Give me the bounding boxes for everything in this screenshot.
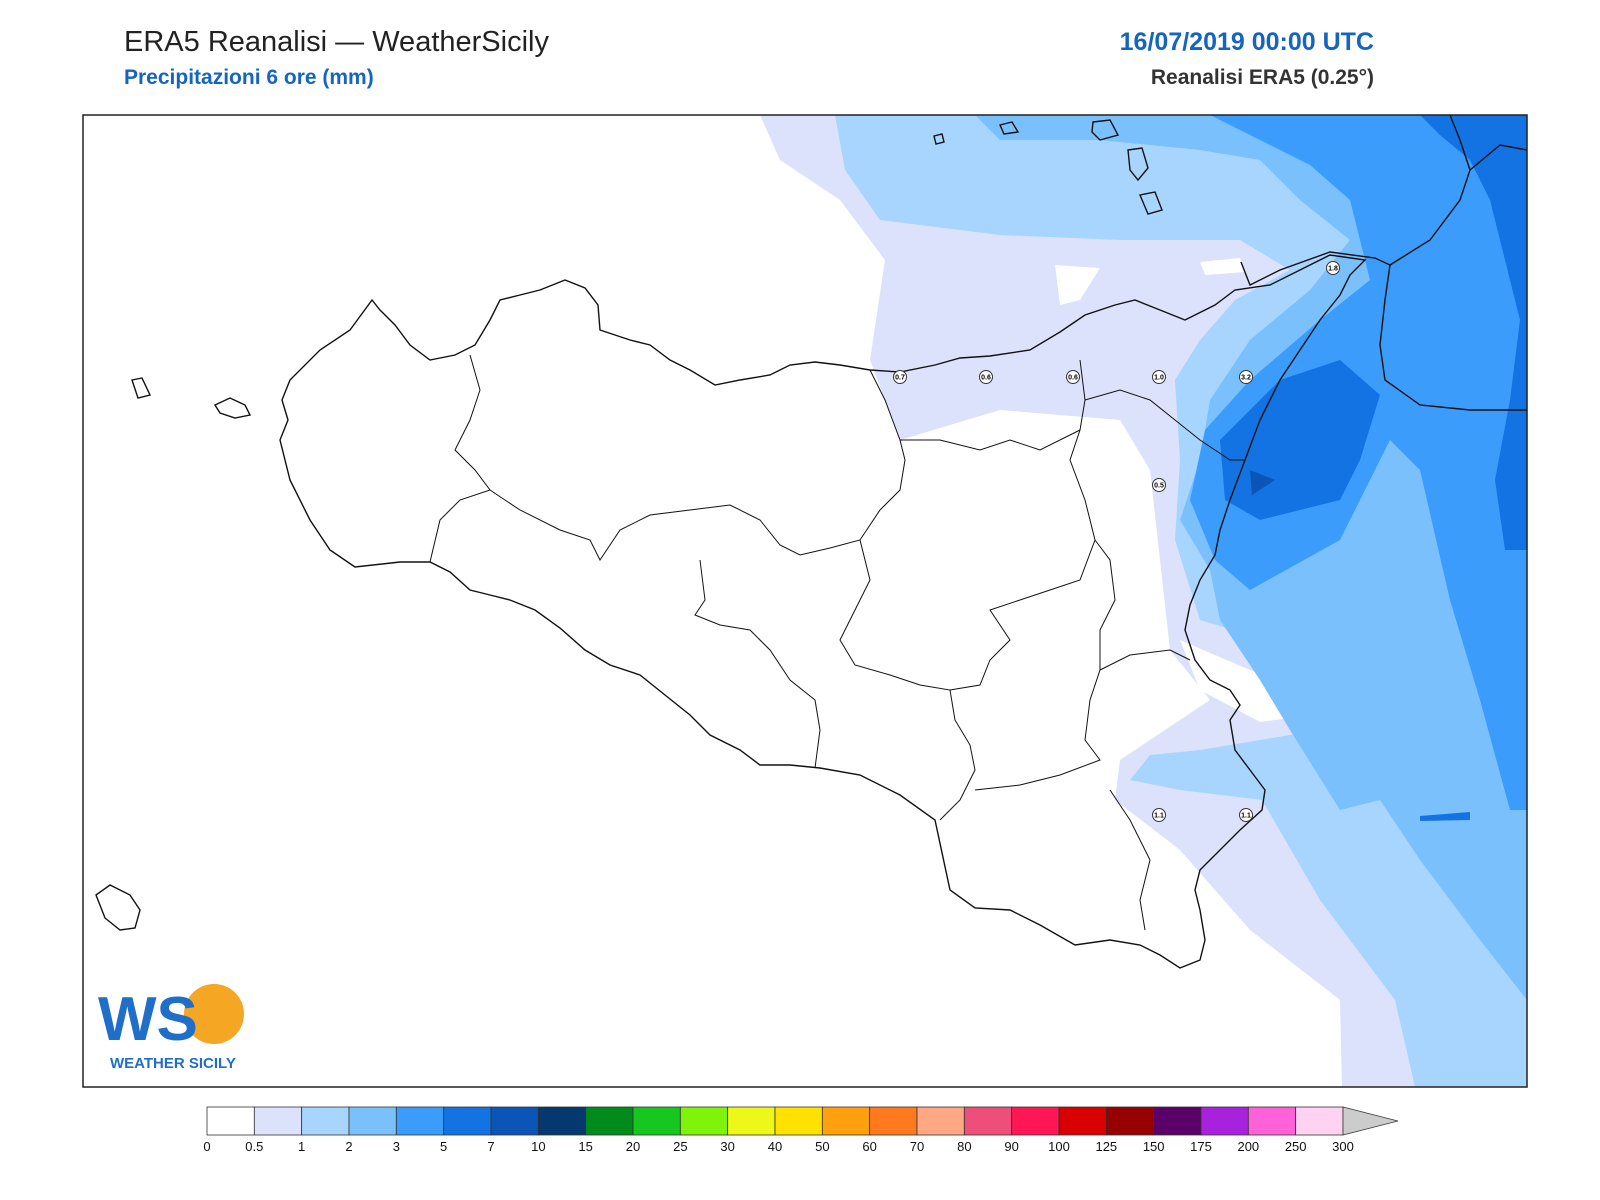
map-title: ERA5 Reanalisi — WeatherSicily [124,26,549,58]
favignana [213,397,252,419]
station-value: 1.0 [1154,375,1164,382]
precipitation-field [83,115,1527,1087]
coastline [95,114,1528,969]
province-boundaries [429,354,1245,931]
station-value: 3.2 [1241,375,1251,382]
pantelleria [95,884,141,931]
calabria-coast [1240,251,1527,411]
station-marker: 1.8 [1326,261,1340,275]
valid-time: 16/07/2019 00:00 UTC [1119,28,1374,56]
station-value: 1.8 [1328,266,1338,273]
sicily-coast [279,254,1367,969]
station-value: 0.5 [1154,483,1164,490]
station-marker: 1.1 [1239,808,1253,822]
weathersicily-logo: WS WEATHER SICILY [96,982,256,1072]
station-value: 1.1 [1241,813,1251,820]
station-value: 0.6 [981,375,991,382]
alicudi [999,121,1020,135]
station-value: 0.7 [895,375,905,382]
station-marker: 1.0 [1152,370,1166,384]
station-markers: 1.8 0.7 0.6 0.6 1.0 3.2 0.5 1.1 1.1 [893,261,1340,822]
lipari [1127,147,1149,182]
vulcano [1139,191,1163,215]
station-marker: 0.6 [979,370,993,384]
marettimo [131,377,151,399]
ustica [933,133,945,145]
station-marker: 1.1 [1152,808,1166,822]
station-marker: 0.6 [1066,370,1080,384]
station-marker: 3.2 [1239,370,1253,384]
model-label: Reanalisi ERA5 (0.25°) [1150,66,1374,89]
salina [1091,119,1120,141]
map-subtitle: Precipitazioni 6 ore (mm) [124,66,374,89]
calabria-east [1389,144,1528,266]
station-value: 0.6 [1068,375,1078,382]
map-frame [82,114,1528,1088]
svg-text:WEATHER SICILY: WEATHER SICILY [110,1055,236,1072]
calabria-north [1449,114,1471,171]
station-value: 1.1 [1154,813,1164,820]
svg-text:WS: WS [98,985,198,1054]
station-marker: 0.7 [893,370,907,384]
station-marker: 0.5 [1152,478,1166,492]
